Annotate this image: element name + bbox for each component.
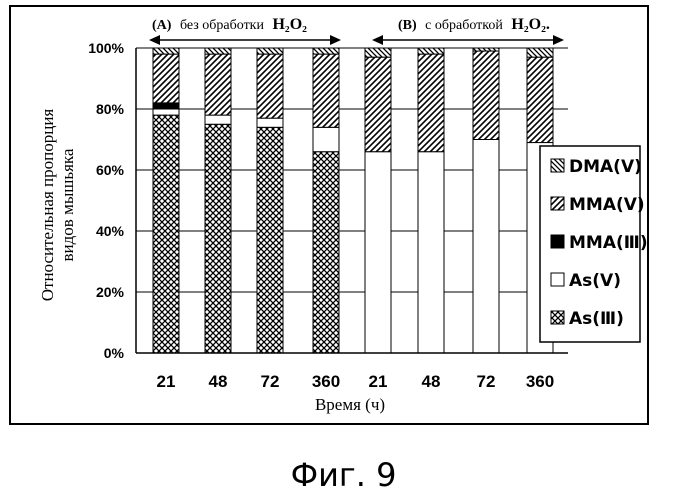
legend: DMA(Ⅴ) MMA(Ⅴ) MMA(Ⅲ) As(Ⅴ) As(Ⅲ) xyxy=(540,146,648,342)
bar-segment-crosshatch xyxy=(257,127,283,353)
bar-segment-hatch-down xyxy=(365,48,391,57)
bar-segment-white xyxy=(365,152,391,353)
legend-label: DMA(Ⅴ) xyxy=(569,157,642,177)
bar-segment-hatch-up xyxy=(205,54,231,115)
x-category-label: 360 xyxy=(526,372,554,391)
svg-text:(B) с обработкой H: (B) с обработкой H₂O₂. xyxy=(398,16,550,33)
group-b-arrow xyxy=(372,35,564,45)
bar-segment-hatch-up xyxy=(313,54,339,127)
bar-segment-hatch-down xyxy=(418,48,444,54)
x-category-label: 21 xyxy=(369,372,388,391)
bar-segment-hatch-up xyxy=(473,51,499,139)
legend-label: MMA(Ⅴ) xyxy=(569,195,645,215)
bar-segment-crosshatch xyxy=(153,115,179,353)
bar-segment-hatch-up xyxy=(153,54,179,103)
bar-segment-white xyxy=(313,127,339,151)
legend-swatch-solid xyxy=(551,235,564,248)
group-label-a: (A) без обработки H₂O₂ xyxy=(149,16,341,45)
legend-swatch-hatch-up xyxy=(551,197,564,210)
x-category-label: 72 xyxy=(261,372,280,391)
bar-stack-area xyxy=(153,48,553,353)
group-a-arrow xyxy=(149,35,341,45)
y-tick-labels: 0% 20% 40% 60% 80% 100% xyxy=(88,40,124,361)
bar-segment-hatch-up xyxy=(365,57,391,152)
bar-segment-hatch-down xyxy=(153,48,179,54)
y-tick-label: 40% xyxy=(96,223,125,239)
bar-segment-white xyxy=(473,140,499,354)
bar-segment-hatch-down xyxy=(473,48,499,51)
bar-segment-hatch-down xyxy=(527,48,553,57)
bar-segment-hatch-up xyxy=(418,54,444,152)
bar-segment-white xyxy=(418,152,444,353)
y-axis-title: Относительная пропорция видов мышьяка xyxy=(38,109,77,302)
bar-segment-hatch-up xyxy=(257,54,283,118)
x-category-label: 21 xyxy=(157,372,176,391)
legend-label: As(Ⅲ) xyxy=(569,309,624,329)
group-a-text: без обработки xyxy=(180,18,265,33)
group-b-prefix: (B) xyxy=(398,18,417,33)
y-axis-title-line-2: видов мышьяка xyxy=(58,148,77,261)
bar-segment-hatch-up xyxy=(527,57,553,142)
x-axis-title: Время (ч) xyxy=(315,395,385,414)
x-category-label: 360 xyxy=(312,372,340,391)
bar-segment-white xyxy=(153,109,179,115)
group-label-b: (B) с обработкой H₂O₂. xyxy=(372,16,564,45)
y-axis-title-line-1: Относительная пропорция xyxy=(38,109,57,302)
bar-segment-crosshatch xyxy=(205,124,231,353)
svg-text:(A) без обработки: (A) без обработки H₂O₂ xyxy=(152,16,307,33)
bar-segment-white xyxy=(257,118,283,127)
bar-segment-solid xyxy=(153,103,179,109)
y-tick-label: 80% xyxy=(96,101,125,117)
bar-segment-hatch-down xyxy=(205,48,231,54)
legend-swatch-crosshatch xyxy=(551,311,564,324)
x-category-label: 48 xyxy=(209,372,228,391)
group-b-text: с обработкой xyxy=(425,18,503,33)
bar-segment-hatch-down xyxy=(257,48,283,54)
bar-segment-crosshatch xyxy=(313,152,339,353)
x-category-label: 48 xyxy=(422,372,441,391)
group-b-chem: H₂O₂. xyxy=(511,16,549,33)
bar-segment-white xyxy=(205,115,231,124)
legend-label: MMA(Ⅲ) xyxy=(569,233,648,253)
legend-label: As(Ⅴ) xyxy=(569,271,621,291)
x-category-labels: 21 48 72 360 21 48 72 360 xyxy=(157,372,555,391)
y-tick-label: 100% xyxy=(88,40,124,56)
figure-caption: Фиг. 9 xyxy=(0,456,687,494)
bar-segment-hatch-down xyxy=(313,48,339,54)
grid-lines xyxy=(136,48,568,292)
legend-swatch-hatch-down xyxy=(551,159,564,172)
y-tick-label: 0% xyxy=(104,345,125,361)
x-category-label: 72 xyxy=(477,372,496,391)
y-tick-label: 20% xyxy=(96,284,125,300)
legend-swatch-white xyxy=(551,273,564,286)
group-a-prefix: (A) xyxy=(152,18,172,33)
y-tick-label: 60% xyxy=(96,162,125,178)
group-a-chem: H₂O₂ xyxy=(272,16,307,33)
